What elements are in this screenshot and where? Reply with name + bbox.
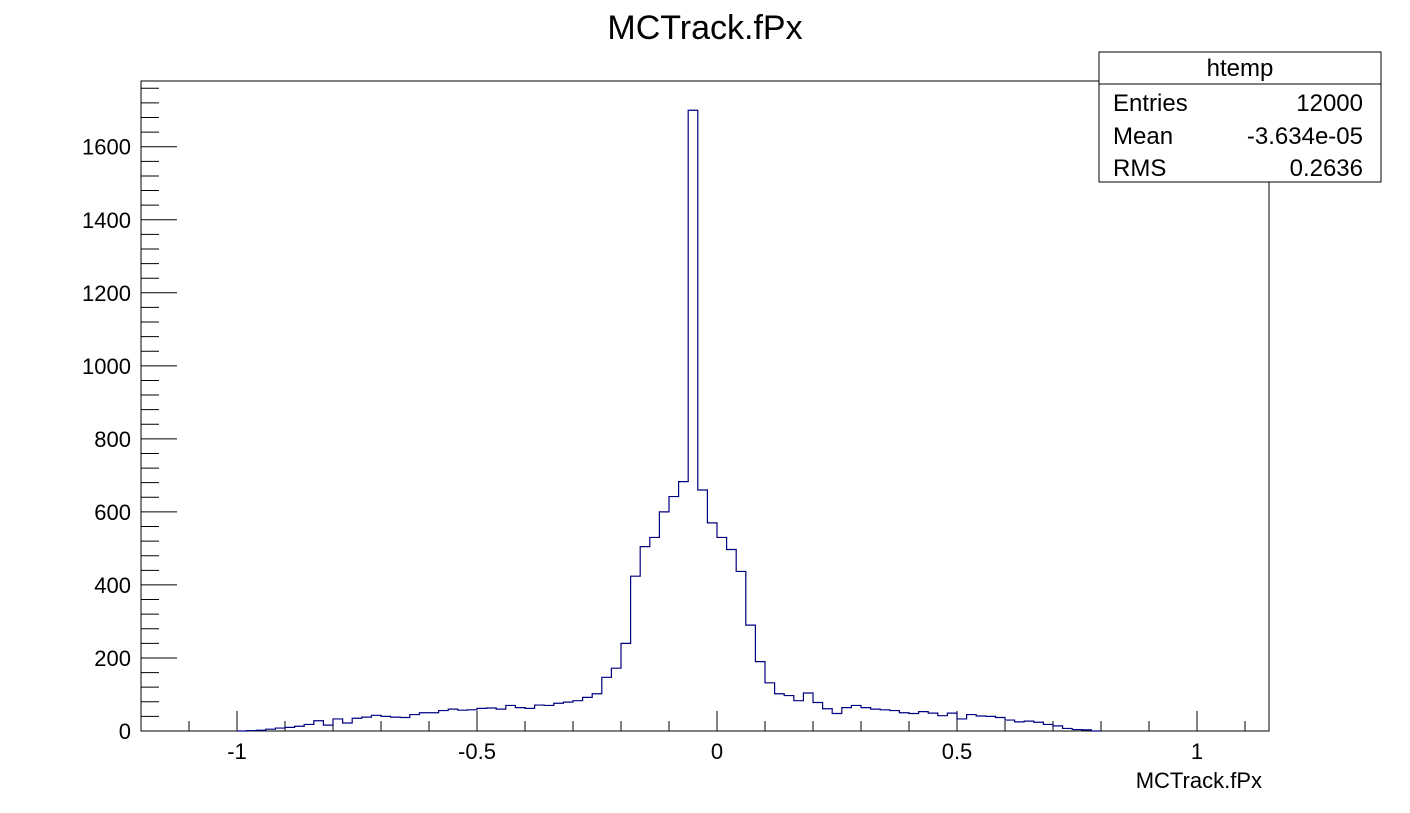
y-tick-label: 1400 xyxy=(82,208,131,233)
y-tick-label: 1200 xyxy=(82,281,131,306)
x-axis: -1 -0.5 0 0.5 1 xyxy=(188,711,1246,764)
x-tick-label: 0 xyxy=(711,739,723,764)
y-tick-label: 0 xyxy=(119,719,131,744)
stats-box-frame xyxy=(1098,51,1382,183)
stats-value-entries: 12000 xyxy=(1296,90,1363,117)
y-tick-label: 400 xyxy=(94,573,131,598)
stats-box-title: htemp xyxy=(1207,55,1274,82)
x-axis-label: MCTrack.fPx xyxy=(1136,768,1262,793)
x-tick-label: -0.5 xyxy=(458,739,496,764)
x-tick-label: 1 xyxy=(1191,739,1203,764)
stats-value-mean: -3.634e-05 xyxy=(1247,123,1363,150)
y-tick-label: 1600 xyxy=(82,135,131,160)
histogram-series-line xyxy=(237,109,1101,732)
plot-frame xyxy=(140,80,1270,732)
y-axis: 0 200 400 600 800 1000 1200 1400 1600 xyxy=(82,87,177,744)
stats-label-rms: RMS xyxy=(1113,155,1166,182)
y-tick-label: 200 xyxy=(94,646,131,671)
chart-title: MCTrack.fPx xyxy=(607,9,802,47)
y-tick-label: 600 xyxy=(94,500,131,525)
y-tick-label: 1000 xyxy=(82,354,131,379)
stats-label-entries: Entries xyxy=(1113,90,1188,117)
stats-box: htemp Entries 12000 Mean -3.634e-05 RMS … xyxy=(1098,51,1382,183)
x-tick-label: 0.5 xyxy=(942,739,973,764)
stats-value-rms: 0.2636 xyxy=(1290,155,1363,182)
y-tick-label: 800 xyxy=(94,427,131,452)
x-tick-label: -1 xyxy=(227,739,247,764)
stats-label-mean: Mean xyxy=(1113,123,1173,150)
